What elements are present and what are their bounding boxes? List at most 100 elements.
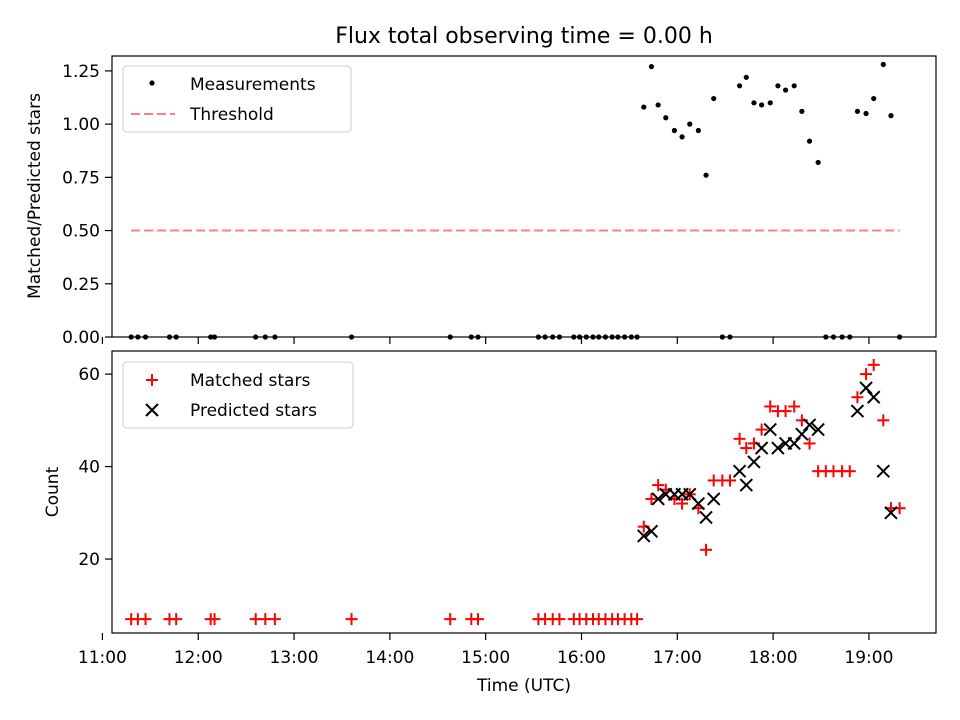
measurement-point xyxy=(751,100,757,106)
measurement-point xyxy=(759,102,765,108)
legend-matched-label: Matched stars xyxy=(190,371,310,391)
matched-star-point xyxy=(877,414,890,427)
bottom-y-tick-label: 40 xyxy=(78,458,100,478)
measurement-point xyxy=(880,61,886,68)
predicted-star-point xyxy=(884,506,898,520)
top-y-tick-label: 1.25 xyxy=(62,62,100,82)
count-series xyxy=(125,358,906,626)
matched-star-point xyxy=(472,613,485,626)
legend-measurements-marker xyxy=(149,80,155,86)
measurement-point xyxy=(775,83,781,89)
matched-star-point xyxy=(851,391,864,404)
legend-predicted-label: Predicted stars xyxy=(190,401,317,421)
predicted-star-point xyxy=(732,464,747,478)
measurement-point xyxy=(671,127,678,134)
measurement-point xyxy=(711,95,717,102)
predicted-star-point xyxy=(867,390,881,404)
predicted-star-point xyxy=(747,455,761,469)
predicted-star-point xyxy=(850,404,865,418)
bottom-x-tick-label: 13:00 xyxy=(270,648,319,668)
bottom-axes-frame xyxy=(111,350,937,634)
predicted-star-point xyxy=(699,510,713,525)
matched-star-point xyxy=(779,405,792,418)
matched-star-point xyxy=(788,400,801,413)
top-y-axis: 0.00 0.25 0.50 0.75 1.00 1.25 xyxy=(62,62,112,348)
legend-measurements-label: Measurements xyxy=(190,75,316,95)
matched-star-point xyxy=(345,613,358,626)
matched-star-point xyxy=(139,613,152,626)
matched-star-point xyxy=(208,613,221,626)
measurement-point xyxy=(743,74,749,80)
measurement-point xyxy=(806,138,813,144)
matched-star-point xyxy=(645,492,658,505)
measurement-point xyxy=(736,83,743,89)
legend-predicted-marker xyxy=(145,403,159,417)
measurement-point xyxy=(767,100,773,106)
matched-star-point xyxy=(764,400,777,413)
bottom-x-tick-label: 18:00 xyxy=(749,648,798,668)
matched-star-point xyxy=(860,368,873,381)
matched-star-point xyxy=(740,442,753,455)
top-legend-box xyxy=(122,65,352,133)
predicted-star-point xyxy=(637,529,651,543)
measurement-point xyxy=(641,104,647,110)
predicted-star-point xyxy=(802,418,817,432)
legend-matched-marker xyxy=(146,374,158,386)
predicted-star-point xyxy=(811,422,825,437)
top-axes-frame xyxy=(111,55,937,338)
matched-star-point xyxy=(631,613,644,626)
matched-star-point xyxy=(733,432,746,445)
bottom-x-tick-label: 19:00 xyxy=(844,648,893,668)
matched-star-point xyxy=(268,613,281,626)
measurement-point xyxy=(863,110,869,117)
bottom-x-tick-label: 11:00 xyxy=(78,648,127,668)
measurement-point xyxy=(703,172,709,178)
bottom-panel: 20 40 60 11:00 12:00 13:00 14:00 15:00 16:00 17:… xyxy=(43,350,937,696)
predicted-star-point xyxy=(739,478,753,492)
matched-star-point xyxy=(867,358,880,371)
predicted-star-point xyxy=(787,436,801,451)
bottom-x-tick-label: 16:00 xyxy=(557,648,606,668)
measurement-point xyxy=(854,108,861,114)
measurement-point xyxy=(695,127,701,134)
matched-star-point xyxy=(755,423,768,436)
predicted-star-point xyxy=(795,427,809,441)
legend-threshold-label: Threshold xyxy=(189,105,274,125)
chart-title: Flux total observing time = 0.00 h xyxy=(335,24,713,49)
matched-star-point xyxy=(444,613,457,626)
matched-star-point xyxy=(843,465,856,478)
predicted-star-point xyxy=(651,492,665,506)
bottom-y-axis-label: Count xyxy=(43,466,63,517)
bottom-x-axis-label: Time (UTC) xyxy=(476,676,571,696)
predicted-star-point xyxy=(771,441,785,455)
top-y-tick-label: 0.75 xyxy=(62,168,100,188)
bottom-x-tick-label: 12:00 xyxy=(174,648,223,668)
bottom-x-tick-label: 14:00 xyxy=(365,648,414,668)
measurement-point xyxy=(782,87,789,93)
matched-star-point xyxy=(676,497,689,510)
bottom-x-axis: 11:00 12:00 13:00 14:00 15:00 16:00 17:00 18:00… xyxy=(78,633,893,668)
measurement-point xyxy=(888,113,894,119)
matched-star-point xyxy=(652,479,665,492)
measurement-point xyxy=(815,159,821,166)
measurement-point xyxy=(871,95,877,102)
bottom-legend: Matched stars Predicted stars xyxy=(122,361,354,429)
bottom-x-tick-label: 17:00 xyxy=(653,648,702,668)
top-legend: Measurements Threshold xyxy=(122,65,352,133)
measurement-point xyxy=(687,121,693,127)
measurements-series xyxy=(128,61,903,340)
top-x-axis xyxy=(101,337,870,344)
matched-star-point xyxy=(700,543,713,556)
bottom-y-axis: 20 40 60 xyxy=(78,365,112,570)
matched-star-point xyxy=(724,474,736,487)
matched-star-point xyxy=(170,613,183,626)
measurement-point xyxy=(679,134,685,140)
predicted-star-point xyxy=(876,464,891,478)
measurement-point xyxy=(663,115,669,121)
top-y-tick-label: 0.25 xyxy=(62,275,100,295)
measurement-point xyxy=(655,102,661,108)
top-y-tick-label: 0.50 xyxy=(62,222,100,242)
top-y-tick-label: 0.00 xyxy=(62,328,100,348)
bottom-legend-box xyxy=(122,361,354,429)
